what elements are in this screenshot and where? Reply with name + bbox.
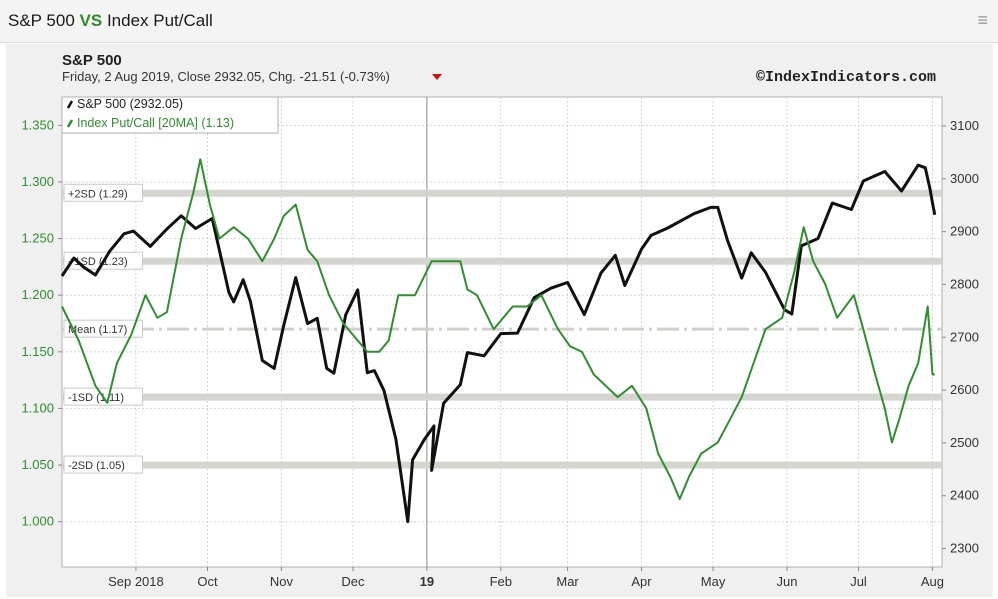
legend-box [61, 96, 279, 134]
legend: S&P 500 (2932.05) Index Put/Call [20MA] … [61, 96, 279, 134]
title-vs: VS [79, 11, 103, 30]
sd-band [62, 393, 942, 401]
legend-putcall-label: Index Put/Call [20MA] (1.13) [77, 116, 234, 130]
left-tick-label: 1.300 [21, 174, 54, 189]
right-tick-label: 2600 [950, 382, 979, 397]
title-bar: S&P 500 VS Index Put/Call ≡ [0, 0, 998, 43]
x-tick-label: 19 [420, 574, 434, 589]
sd-band-label: -2SD (1.05) [68, 460, 125, 472]
x-tick-label: Apr [631, 574, 652, 589]
sd-band-label-box [63, 455, 143, 474]
left-tick-label: 1.200 [21, 287, 54, 302]
right-tick-label: 2400 [950, 488, 979, 503]
x-tick-label: Jun [777, 574, 798, 589]
right-tick-label: 2500 [950, 435, 979, 450]
putcall-line [61, 158, 935, 500]
x-tick-label: Jul [850, 574, 867, 589]
x-tick-label: Feb [490, 574, 512, 589]
chart-svg: +2SD (1.29)+1SD (1.23)Mean (1.17)-1SD (1… [21, 52, 979, 589]
left-tick-label: 1.100 [21, 400, 54, 415]
right-tick-label: 2300 [950, 541, 979, 556]
down-triangle-icon [432, 74, 442, 80]
left-tick-label: 1.350 [21, 117, 54, 132]
x-tick-label: Nov [270, 574, 294, 589]
legend-sp500-swatch [66, 100, 74, 109]
chart-frame: +2SD (1.29) +1SD (1.23) Mean (1.17) -1SD (1… [6, 44, 993, 597]
left-tick-label: 1.000 [21, 514, 54, 529]
sd-band-label-box [63, 319, 143, 338]
left-tick-label: 1.250 [21, 231, 54, 246]
legend-putcall-swatch [66, 119, 74, 128]
x-axis: Sep 2018 Oct Nov Dec 19 Feb Mar Apr May Jun Jul Aug [108, 567, 944, 589]
x-tick-label: Aug [921, 574, 944, 589]
x-tick-label: Mar [556, 574, 579, 589]
x-tick-label: Sep 2018 [108, 574, 164, 589]
right-tick-label: 2700 [950, 329, 979, 344]
right-tick-label: 2900 [950, 224, 979, 239]
plot-area [61, 96, 943, 568]
chart-symbol: S&P 500 [62, 52, 122, 69]
sp500-line [60, 163, 937, 524]
title-left: S&P 500 [8, 11, 75, 30]
sd-bands: +2SD (1.29)+1SD (1.23)Mean (1.17)-1SD (1… [62, 183, 942, 474]
right-tick-label: 2800 [950, 276, 979, 291]
chart-title: S&P 500 VS Index Put/Call [8, 11, 213, 31]
x-tick-label: Oct [197, 574, 218, 589]
left-tick-label: 1.050 [21, 457, 54, 472]
hamburger-menu-icon[interactable]: ≡ [977, 10, 988, 30]
left-axis: 1.350 1.300 1.250 1.200 1.150 1.100 1.050 1.000 [21, 117, 62, 529]
legend-sp500-label: S&P 500 (2932.05) [77, 97, 183, 111]
sd-band [62, 461, 942, 469]
sd-band-label-box [63, 183, 143, 202]
right-tick-label: 3100 [950, 118, 979, 133]
sd-band-label: Mean (1.17) [68, 324, 127, 336]
right-tick-label: 3000 [950, 171, 979, 186]
x-tick-label: May [701, 574, 726, 589]
sd-band-label: -1SD (1.11) [68, 392, 124, 404]
title-right: Index Put/Call [106, 11, 213, 30]
sd-band [62, 257, 942, 265]
x-tick-label: Dec [341, 574, 365, 589]
chart-info: Friday, 2 Aug 2019, Close 2932.05, Chg. … [62, 69, 390, 84]
right-axis: 3100 3000 2900 2800 2700 2600 2500 2400 2300 [942, 118, 979, 556]
sd-band-label: +2SD (1.29) [68, 188, 128, 200]
sd-band [62, 189, 942, 197]
series-lines [60, 158, 937, 524]
watermark: ©IndexIndicators.com [756, 69, 936, 86]
left-tick-label: 1.150 [21, 344, 54, 359]
